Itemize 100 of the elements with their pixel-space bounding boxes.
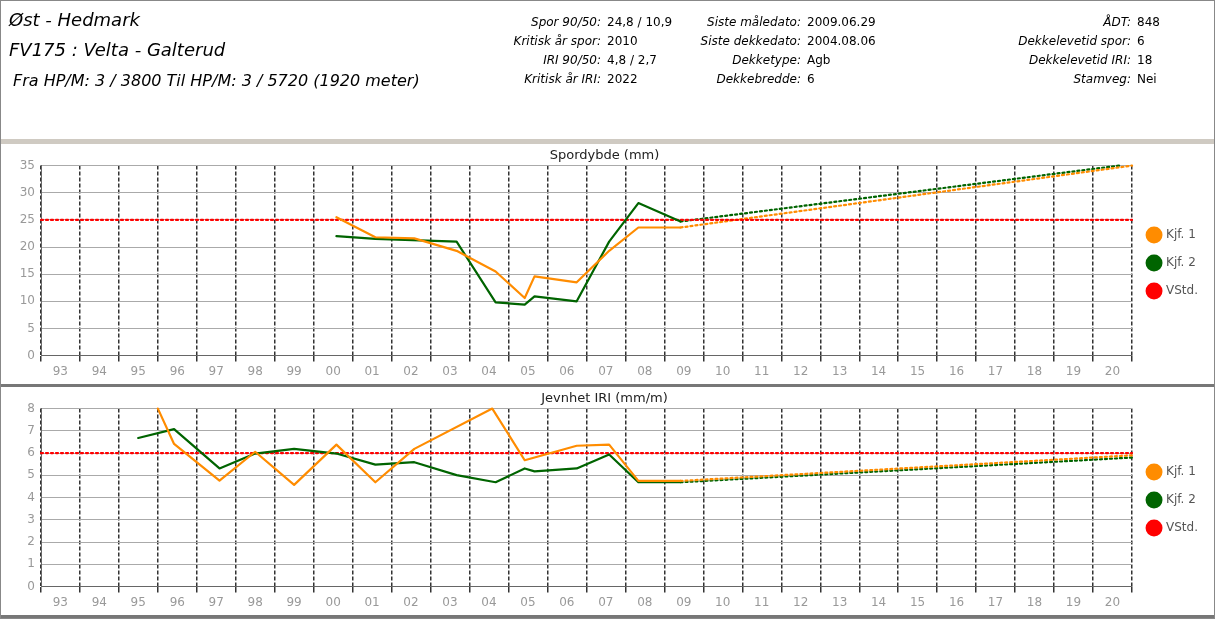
text: Dekkebredde: — [716, 72, 801, 86]
y-tick-label: 15 — [19, 266, 35, 281]
x-tick-label: 19 — [1065, 594, 1082, 609]
y-tick-label: 20 — [19, 239, 35, 254]
text: Øst - Hedmark — [9, 9, 140, 30]
x-tick-label: 13 — [831, 594, 848, 609]
x-tick-label: 01 — [364, 363, 380, 378]
x-tick-label: 95 — [130, 594, 146, 609]
text: 2022 — [607, 72, 638, 86]
legend-label: Kjf. 2 — [1166, 492, 1196, 507]
x-tick-label: 00 — [325, 594, 341, 609]
x-tick-label: 04 — [481, 363, 497, 378]
text: Nei — [1137, 72, 1157, 86]
text: Agb — [807, 53, 831, 67]
x-tick-label: 94 — [91, 594, 107, 609]
x-tick-label: 09 — [676, 594, 692, 609]
y-tick-label: 10 — [19, 293, 35, 308]
x-tick-label: 16 — [948, 594, 965, 609]
text: 18 — [1137, 53, 1153, 67]
text: Fra HP/M: 3 / 3800 Til HP/M: 3 / 5720 (1920 meter) — [13, 71, 420, 90]
x-tick-label: 08 — [637, 363, 653, 378]
chart-title: Spordybde (mm) — [549, 147, 660, 163]
legend-label: VStd. — [1166, 283, 1199, 298]
x-tick-label: 12 — [793, 594, 809, 609]
text: 2004.08.06 — [807, 34, 876, 48]
text: Dekketype: — [732, 53, 801, 67]
text: Siste måledato: — [707, 15, 801, 29]
y-tick-label: 2 — [27, 534, 35, 549]
y-tick-label: 3 — [27, 511, 35, 526]
x-tick-label: 94 — [91, 363, 107, 378]
x-tick-label: 07 — [598, 363, 614, 378]
text: FV175 : Velta - Galterud — [9, 39, 226, 60]
text: ÅDT: — [1103, 15, 1131, 29]
y-tick-label: 0 — [27, 347, 35, 362]
y-tick-label: 25 — [19, 212, 35, 227]
x-tick-label: 14 — [870, 363, 887, 378]
x-tick-label: 96 — [169, 363, 185, 378]
x-tick-label: 12 — [793, 363, 809, 378]
x-tick-label: 04 — [481, 594, 497, 609]
text: Dekkelevetid IRI: — [1028, 53, 1131, 67]
text: 6 — [1137, 34, 1145, 48]
text: Kritisk år IRI: — [524, 72, 601, 86]
text: 2009.06.29 — [807, 15, 876, 29]
x-tick-label: 11 — [754, 363, 770, 378]
x-tick-label: 02 — [403, 594, 419, 609]
x-tick-label: 17 — [987, 594, 1004, 609]
x-tick-label: 98 — [247, 363, 263, 378]
x-tick-label: 13 — [831, 363, 848, 378]
legend-label: Kjf. 2 — [1166, 255, 1196, 270]
text: 6 — [807, 72, 815, 86]
x-tick-label: 99 — [286, 594, 302, 609]
text: 24,8 / 10,9 — [607, 15, 673, 29]
y-tick-label: 6 — [27, 445, 35, 460]
x-tick-label: 02 — [403, 363, 419, 378]
text: 2010 — [607, 34, 638, 48]
x-tick-label: 17 — [987, 363, 1004, 378]
x-tick-label: 09 — [676, 363, 692, 378]
text: 848 — [1137, 15, 1160, 29]
y-tick-label: 4 — [27, 489, 35, 504]
y-tick-label: 30 — [19, 184, 35, 199]
x-tick-label: 18 — [1026, 363, 1043, 378]
x-tick-label: 95 — [130, 363, 146, 378]
x-tick-label: 99 — [286, 363, 302, 378]
x-tick-label: 11 — [754, 594, 770, 609]
y-tick-label: 1 — [27, 556, 35, 571]
x-tick-label: 05 — [520, 594, 536, 609]
x-tick-label: 14 — [870, 594, 887, 609]
x-tick-label: 97 — [208, 594, 224, 609]
chart-title: Jevnhet IRI (mm/m) — [540, 390, 668, 406]
x-tick-label: 07 — [598, 594, 614, 609]
x-tick-label: 03 — [442, 363, 458, 378]
y-tick-label: 5 — [27, 320, 35, 335]
text: Dekkelevetid spor: — [1018, 34, 1131, 48]
x-tick-label: 06 — [559, 594, 575, 609]
x-tick-label: 98 — [247, 594, 263, 609]
text: IRI 90/50: — [543, 53, 601, 67]
legend-label: VStd. — [1166, 520, 1199, 535]
text: Spor 90/50: — [531, 15, 601, 29]
text: Kritisk år spor: — [513, 34, 601, 48]
x-tick-label: 96 — [169, 594, 185, 609]
text: Siste dekkedato: — [700, 34, 801, 48]
x-tick-label: 08 — [637, 594, 653, 609]
y-tick-label: 0 — [27, 578, 35, 593]
x-tick-label: 15 — [909, 594, 926, 609]
y-tick-label: 5 — [27, 467, 35, 482]
text: Stamveg: — [1073, 72, 1131, 86]
legend-label: Kjf. 1 — [1166, 227, 1196, 242]
x-tick-label: 10 — [715, 363, 731, 378]
x-tick-label: 97 — [208, 363, 224, 378]
y-tick-label: 7 — [27, 422, 35, 437]
x-tick-label: 15 — [909, 363, 926, 378]
x-tick-label: 10 — [715, 594, 731, 609]
x-tick-label: 03 — [442, 594, 458, 609]
x-tick-label: 20 — [1104, 594, 1121, 609]
y-tick-label: 35 — [19, 157, 35, 172]
x-tick-label: 93 — [52, 363, 68, 378]
x-tick-label: 19 — [1065, 363, 1082, 378]
x-tick-label: 06 — [559, 363, 575, 378]
x-tick-label: 01 — [364, 594, 380, 609]
x-tick-label: 16 — [948, 363, 965, 378]
